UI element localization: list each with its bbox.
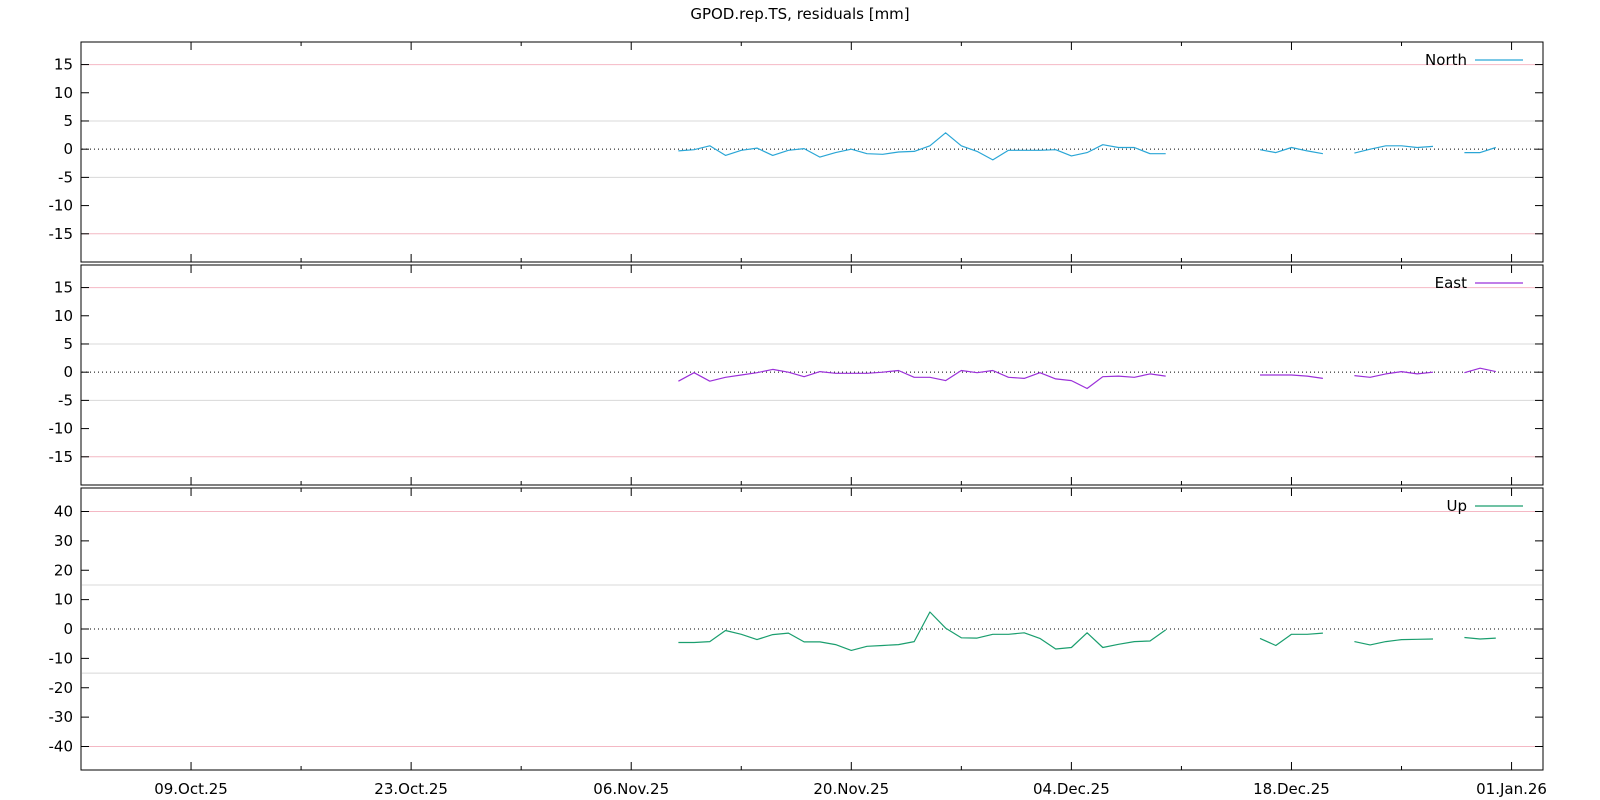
series-line-east — [1354, 371, 1434, 378]
x-tick-label: 01.Jan.26 — [1476, 780, 1547, 798]
x-tick-label: 20.Nov.25 — [813, 780, 889, 798]
legend-label: Up — [1446, 497, 1467, 515]
series-line-north — [1259, 146, 1324, 155]
legend-label: East — [1435, 274, 1467, 292]
chart-title: GPOD.rep.TS, residuals [mm] — [690, 5, 909, 23]
y-tick-label: 10 — [54, 591, 73, 609]
y-tick-label: -10 — [49, 420, 74, 438]
chart-panels: 15 10 5 0 -5 -10 -15 North 15 10 5 0 -5 -10 -15 East 40 3… — [49, 41, 1544, 771]
series-line-east — [1464, 367, 1496, 374]
panel-up: 40 30 20 10 0 -10 -20 -30 -40 Up — [49, 487, 1544, 771]
y-tick-label: -10 — [49, 197, 74, 215]
y-tick-label: 5 — [63, 112, 73, 130]
x-axis-labels: 09.Oct.25 23.Oct.25 06.Nov.25 20.Nov.25 04.D… — [154, 780, 1547, 798]
legend-label: North — [1425, 51, 1467, 69]
y-tick-label: 15 — [54, 279, 73, 297]
series-line-up — [1464, 636, 1496, 640]
y-tick-label: -20 — [49, 679, 74, 697]
y-tick-label: -15 — [49, 448, 74, 466]
y-tick-label: 0 — [63, 140, 73, 158]
series-line-north — [1464, 146, 1496, 154]
y-tick-label: 30 — [54, 532, 73, 550]
y-tick-label: -5 — [58, 168, 73, 186]
x-tick-label: 04.Dec.25 — [1033, 780, 1110, 798]
y-tick-label: -5 — [58, 391, 73, 409]
y-tick-label: 10 — [54, 307, 73, 325]
y-tick-label: -15 — [49, 225, 74, 243]
y-tick-label: 20 — [54, 561, 73, 579]
x-tick-label: 06.Nov.25 — [593, 780, 669, 798]
y-tick-label: -40 — [49, 738, 74, 756]
plot-frame — [80, 41, 1544, 263]
y-tick-label: 15 — [54, 56, 73, 74]
series-line-north — [678, 132, 1166, 161]
y-tick-label: 5 — [63, 335, 73, 353]
series-line-up — [1354, 638, 1434, 646]
series-line-north — [1354, 145, 1434, 154]
panel-north: 15 10 5 0 -5 -10 -15 North — [49, 41, 1544, 263]
x-tick-label: 09.Oct.25 — [154, 780, 228, 798]
plot-frame — [80, 487, 1544, 771]
series-line-up — [1259, 632, 1323, 647]
series-line-east — [1260, 374, 1323, 379]
x-tick-label: 18.Dec.25 — [1253, 780, 1330, 798]
y-tick-label: -30 — [49, 708, 74, 726]
y-tick-label: 40 — [54, 503, 73, 521]
series-line-east — [678, 368, 1166, 390]
x-tick-label: 23.Oct.25 — [374, 780, 448, 798]
plot-frame — [80, 264, 1544, 486]
panel-east: 15 10 5 0 -5 -10 -15 East — [49, 264, 1544, 486]
series-line-up — [678, 611, 1167, 652]
y-tick-label: -10 — [49, 649, 74, 667]
y-tick-label: 10 — [54, 84, 73, 102]
y-tick-label: 0 — [63, 363, 73, 381]
y-tick-label: 0 — [63, 620, 73, 638]
